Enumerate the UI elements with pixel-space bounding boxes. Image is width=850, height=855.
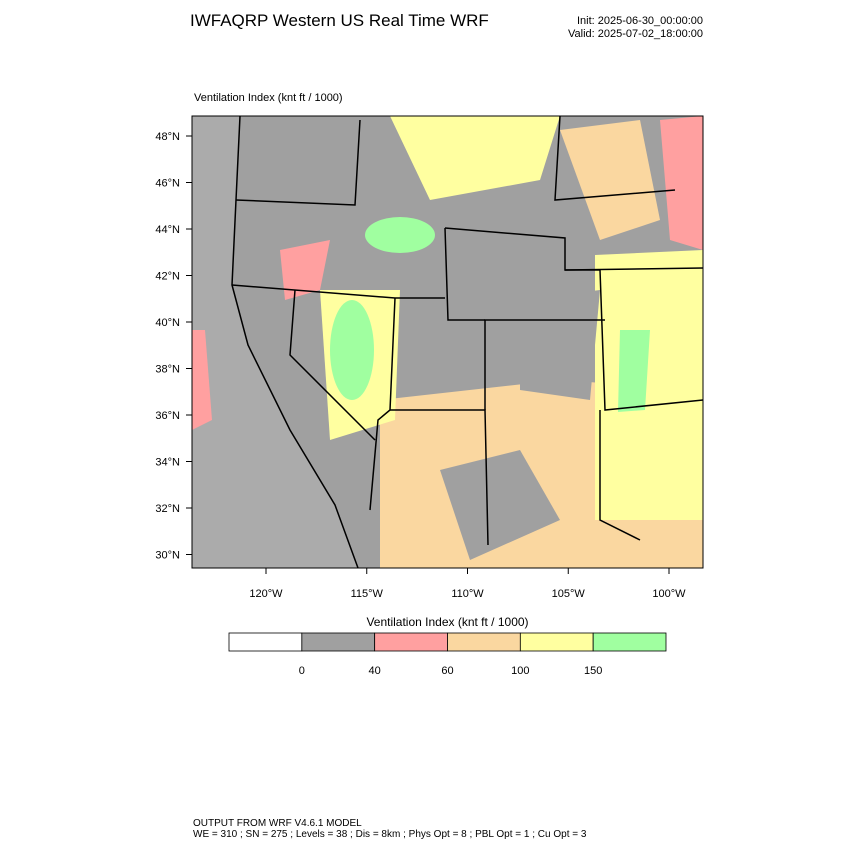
colorbar-label: 60 [441,665,453,677]
lat-label: 44°N [155,224,180,236]
map-frame [191,115,704,569]
colorbar-label: 100 [511,665,529,677]
valid-time: Valid: 2025-07-02_18:00:00 [568,28,703,40]
colorbar-title: Ventilation Index (knt ft / 1000) [366,615,528,629]
lat-label: 36°N [155,410,180,422]
colorbar-box [447,632,521,652]
lat-label: 48°N [155,131,180,143]
colorbar-box [301,632,376,652]
colorbar-label: 150 [584,665,602,677]
lat-label: 32°N [155,503,180,515]
lat-label: 38°N [155,364,180,376]
colorbar-box [592,632,667,652]
init-time: Init: 2025-06-30_00:00:00 [577,15,703,27]
lat-label: 34°N [155,457,180,469]
colorbar-box [374,632,448,652]
lat-label: 42°N [155,271,180,283]
lon-label: 110°W [451,588,484,600]
title: IWFAQRP Western US Real Time WRF [190,11,489,30]
lat-label: 46°N [155,178,180,190]
lat-label: 30°N [155,550,180,562]
lon-label: 105°W [552,588,586,600]
colorbar-label: 40 [369,665,381,677]
colorbar-box [519,632,594,652]
lon-label: 120°W [249,588,283,600]
footer-line: OUTPUT FROM WRF V4.6.1 MODEL [193,818,362,829]
footer-line: WE = 310 ; SN = 275 ; Levels = 38 ; Dis … [193,829,587,840]
colorbar-box [228,632,303,652]
lon-label: 100°W [652,588,686,600]
lat-label: 40°N [155,317,180,329]
lon-label: 115°W [351,588,384,600]
map [192,116,703,568]
map-title: Ventilation Index (knt ft / 1000) [194,92,343,104]
colorbar-label: 0 [299,665,305,677]
